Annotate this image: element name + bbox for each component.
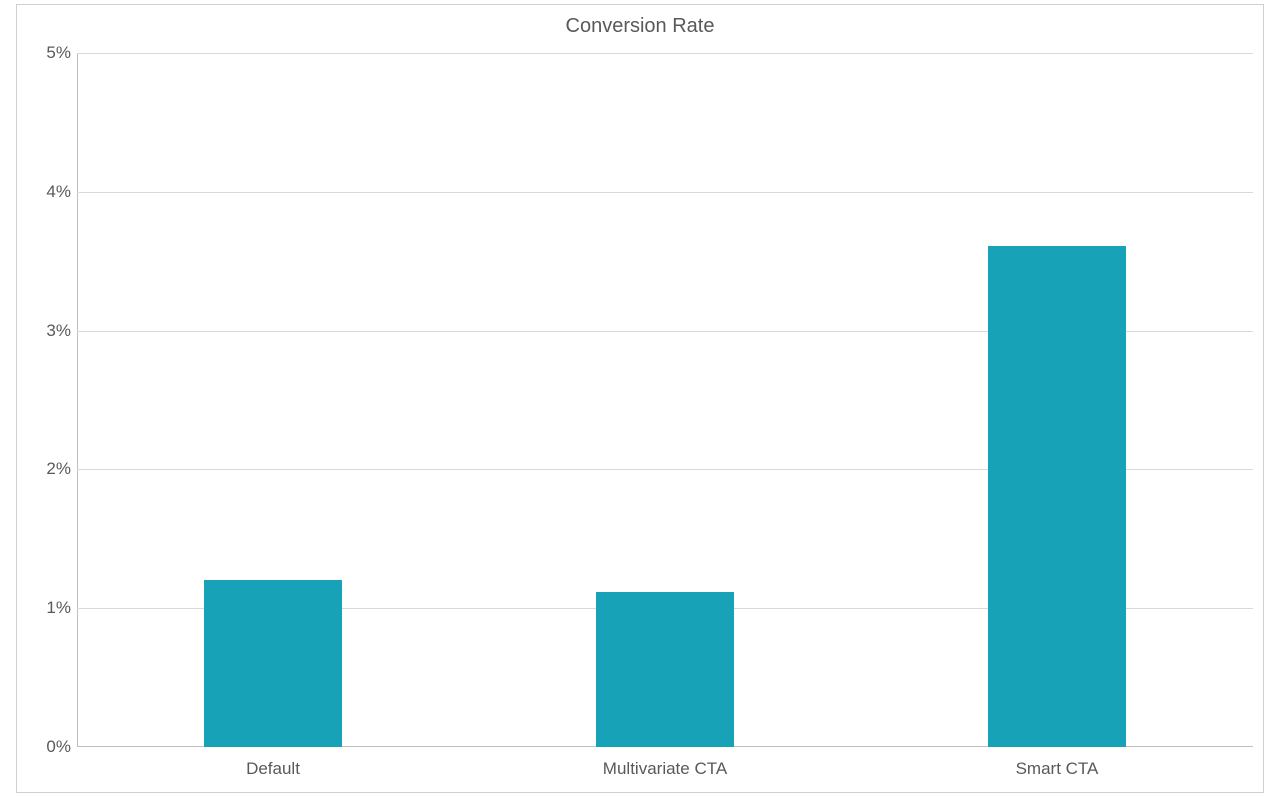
y-tick-label: 2% bbox=[21, 459, 71, 479]
y-tick-label: 4% bbox=[21, 182, 71, 202]
x-tick-label: Multivariate CTA bbox=[603, 759, 727, 779]
bar bbox=[596, 592, 733, 747]
chart-container: Conversion Rate 0% 1% 2% 3% 4% 5% Default Multi… bbox=[16, 4, 1264, 793]
y-tick-label: 0% bbox=[21, 737, 71, 757]
y-tick-label: 1% bbox=[21, 598, 71, 618]
bar bbox=[988, 246, 1125, 747]
plot-area bbox=[77, 53, 1253, 747]
chart-title: Conversion Rate bbox=[17, 15, 1263, 38]
y-tick-label: 5% bbox=[21, 43, 71, 63]
y-tick-label: 3% bbox=[21, 321, 71, 341]
x-tick-label: Default bbox=[246, 759, 300, 779]
gridline bbox=[77, 53, 1253, 54]
x-tick-label: Smart CTA bbox=[1016, 759, 1099, 779]
gridline bbox=[77, 192, 1253, 193]
bar bbox=[204, 580, 341, 747]
y-axis bbox=[77, 53, 78, 747]
